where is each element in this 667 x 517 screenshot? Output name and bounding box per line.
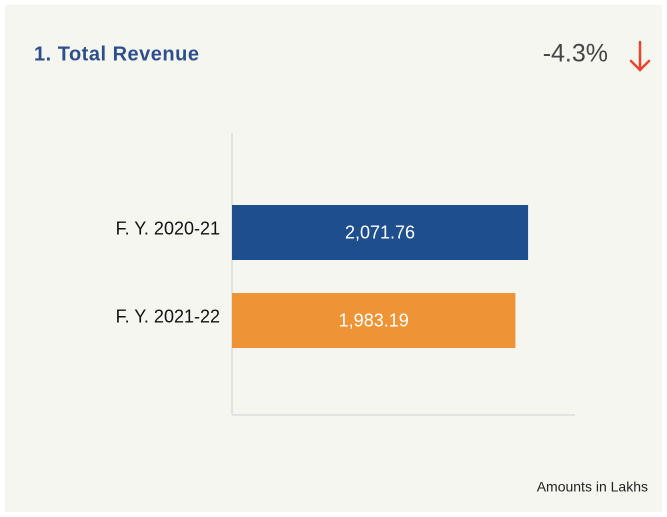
bar-value-label: 2,071.76 [345,222,415,242]
bar-value-label: 1,983.19 [339,310,409,330]
chart-title: 1. Total Revenue [34,43,199,65]
footnote: Amounts in Lakhs [537,479,648,495]
bar [232,293,516,348]
bar [232,205,529,260]
down-arrow [629,40,651,72]
category-label: F. Y. 2020-21 [116,218,220,238]
category-label: F. Y. 2021-22 [116,306,220,326]
change-value: -4.3% [543,40,608,68]
